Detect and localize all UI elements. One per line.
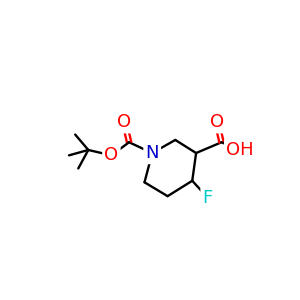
Text: O: O	[104, 146, 118, 164]
Text: OH: OH	[226, 141, 254, 159]
Text: O: O	[117, 113, 132, 131]
Text: O: O	[210, 113, 224, 131]
Text: N: N	[146, 144, 159, 162]
Text: F: F	[202, 189, 213, 207]
